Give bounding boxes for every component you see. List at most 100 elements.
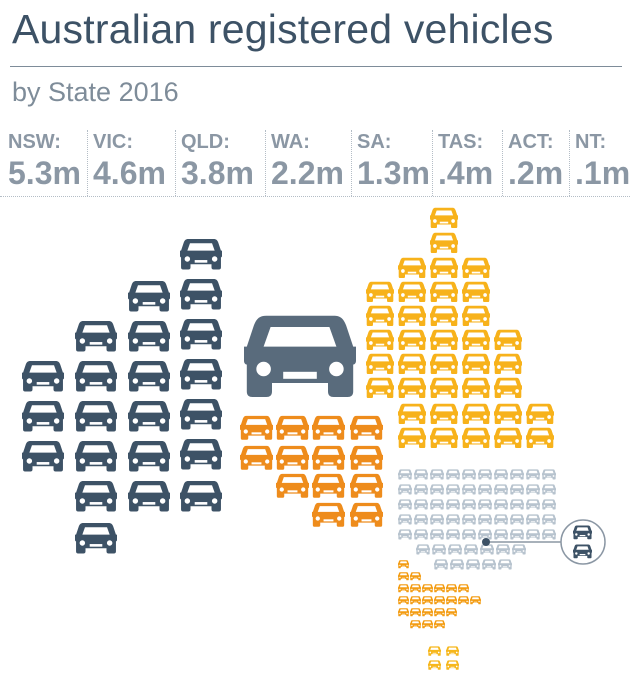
vic-car-icon-89 xyxy=(478,484,492,495)
tas-car-icon-142 xyxy=(434,584,445,593)
vic-car-icon-77 xyxy=(446,469,460,480)
vic-car-icon-126 xyxy=(448,544,462,555)
qld-car-icon-68 xyxy=(462,403,490,424)
sa-car-icon-32 xyxy=(312,473,345,498)
vic-car-icon-134 xyxy=(482,559,496,570)
tas-car-icon-136 xyxy=(398,560,409,569)
subtitle: by State 2016 xyxy=(12,77,179,107)
vic-car-icon-119 xyxy=(478,529,492,540)
vic-car-icon-76 xyxy=(430,469,444,480)
qld-car-icon-52 xyxy=(462,329,490,350)
vic-car-icon-91 xyxy=(510,484,524,495)
vic-car-icon-74 xyxy=(398,469,412,480)
nsw-car-icon-20 xyxy=(180,439,222,470)
qld-car-icon-62 xyxy=(462,377,490,398)
vic-car-icon-80 xyxy=(494,469,508,480)
stat-divider xyxy=(175,130,176,196)
title-rule xyxy=(10,66,622,67)
qld-car-icon-71 xyxy=(494,427,522,448)
vic-car-icon-90 xyxy=(494,484,508,495)
sa-car-icon-25 xyxy=(312,415,345,440)
nsw-car-icon-14 xyxy=(128,481,170,512)
sa-car-icon-35 xyxy=(350,502,383,527)
tas-small-car-icon-162 xyxy=(428,660,441,670)
tas-car-icon-137 xyxy=(398,572,409,581)
vic-car-icon-94 xyxy=(398,499,412,510)
stat-divider xyxy=(351,130,352,196)
state-stats: NSW: 5.3m VIC: 4.6m QLD: 3.8m WA: 2.2m S… xyxy=(0,130,630,196)
qld-car-icon-59 xyxy=(366,377,394,398)
vic-car-icon-82 xyxy=(526,469,540,480)
stat-value: 1.3m xyxy=(357,155,430,191)
stats-rule xyxy=(0,196,630,197)
qld-car-icon-49 xyxy=(366,329,394,350)
sa-car-icon-34 xyxy=(312,502,345,527)
vic-car-icon-100 xyxy=(494,499,508,510)
qld-car-icon-42 xyxy=(398,281,426,302)
vic-car-icon-107 xyxy=(446,514,460,525)
tas-car-icon-157 xyxy=(410,620,421,629)
stat-value: .4m xyxy=(438,155,494,191)
vic-car-icon-99 xyxy=(478,499,492,510)
vic-car-icon-115 xyxy=(414,529,428,540)
stat-label: NSW: xyxy=(8,131,61,153)
stat-value: .1m xyxy=(575,155,630,191)
vic-car-icon-81 xyxy=(510,469,524,480)
nsw-car-icon-9 xyxy=(128,281,170,312)
tas-car-icon-140 xyxy=(410,584,421,593)
qld-car-icon-48 xyxy=(462,305,490,326)
vic-car-icon-97 xyxy=(446,499,460,510)
tas-car-icon-150 xyxy=(458,596,469,605)
nsw-car-icon-4 xyxy=(75,361,117,392)
stat-sa: SA: 1.3m xyxy=(351,130,430,196)
sa-car-icon-29 xyxy=(312,445,345,470)
qld-car-icon-54 xyxy=(366,353,394,374)
qld-car-icon-70 xyxy=(494,403,522,424)
qld-car-icon-73 xyxy=(526,427,554,448)
qld-car-icon-51 xyxy=(430,329,458,350)
qld-car-icon-61 xyxy=(430,377,458,398)
wa-car-icon-22 xyxy=(244,315,356,397)
qld-car-icon-47 xyxy=(430,305,458,326)
vic-car-icon-95 xyxy=(414,499,428,510)
sa-car-icon-28 xyxy=(276,445,309,470)
nsw-car-icon-7 xyxy=(75,481,117,512)
vic-car-icon-98 xyxy=(462,499,476,510)
qld-car-icon-66 xyxy=(430,403,458,424)
stat-act: ACT: .2m xyxy=(502,130,563,196)
vic-car-icon-112 xyxy=(526,514,540,525)
qld-car-icon-46 xyxy=(398,305,426,326)
vic-car-icon-111 xyxy=(510,514,524,525)
stat-vic: VIC: 4.6m xyxy=(87,130,166,196)
nsw-car-icon-21 xyxy=(180,481,222,512)
stat-divider xyxy=(87,130,88,196)
vic-car-icon-133 xyxy=(466,559,480,570)
stat-wa: WA: 2.2m xyxy=(265,130,344,196)
tas-car-icon-146 xyxy=(410,596,421,605)
nsw-car-icon-2 xyxy=(22,441,64,472)
vic-car-icon-96 xyxy=(430,499,444,510)
page-title: Australian registered vehicles xyxy=(12,6,554,52)
stat-label: VIC: xyxy=(93,131,133,153)
vic-car-icon-87 xyxy=(446,484,460,495)
vic-car-icon-106 xyxy=(430,514,444,525)
qld-car-icon-63 xyxy=(494,377,522,398)
tas-car-icon-151 xyxy=(470,596,481,605)
tas-car-icon-159 xyxy=(434,620,445,629)
qld-car-icon-50 xyxy=(398,329,426,350)
tas-car-icon-154 xyxy=(422,608,433,617)
stat-value: 2.2m xyxy=(271,155,344,191)
qld-car-icon-53 xyxy=(494,329,522,350)
vic-car-icon-117 xyxy=(446,529,460,540)
stat-label: ACT: xyxy=(508,131,554,153)
qld-car-icon-58 xyxy=(494,353,522,374)
vic-car-icon-125 xyxy=(432,544,446,555)
vic-car-icon-109 xyxy=(478,514,492,525)
qld-car-icon-57 xyxy=(462,353,490,374)
vic-car-icon-129 xyxy=(496,544,510,555)
tas-car-icon-155 xyxy=(434,608,445,617)
vic-car-icon-123 xyxy=(542,529,556,540)
vic-car-icon-78 xyxy=(462,469,476,480)
qld-car-icon-60 xyxy=(398,377,426,398)
vic-car-icon-85 xyxy=(414,484,428,495)
